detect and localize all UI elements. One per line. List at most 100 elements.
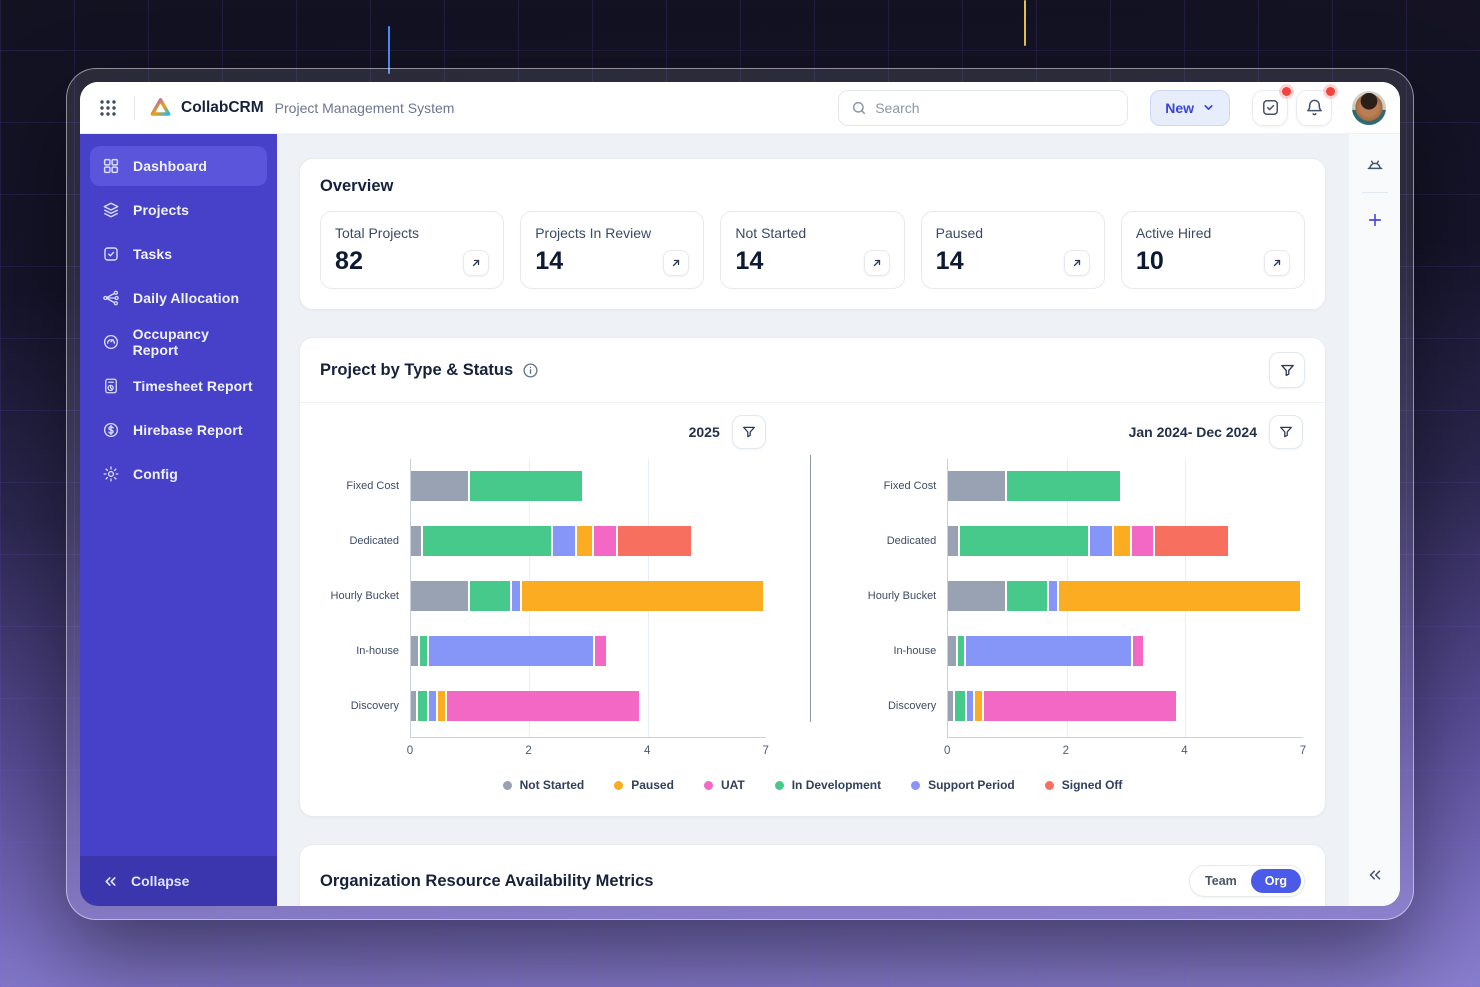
bar-segment-not-started[interactable] <box>948 471 1008 501</box>
chart-2024: Jan 2024- Dec 2024 Fixed Cost Dedicated Hou… <box>811 405 1325 762</box>
legend-dot <box>703 780 713 790</box>
filter-button[interactable] <box>1269 352 1305 388</box>
bar-segment-not-started[interactable] <box>411 581 471 611</box>
sidebar-item-hirebase-report[interactable]: Hirebase Report <box>90 410 267 450</box>
sidebar-item-config[interactable]: Config <box>90 454 267 494</box>
bar-segment-not-started[interactable] <box>411 471 471 501</box>
info-icon[interactable] <box>522 362 539 379</box>
stat-value: 14 <box>735 247 764 275</box>
stat-open-button[interactable] <box>1063 250 1090 276</box>
legend-item-not-started[interactable]: Not Started <box>502 778 584 792</box>
tasks-notification-button[interactable] <box>1252 86 1291 126</box>
bar-segment-in-development[interactable] <box>422 526 553 556</box>
bar-segment-in-development[interactable] <box>420 636 429 666</box>
bar-segment-paused[interactable] <box>1113 526 1132 556</box>
sidebar-item-dashboard[interactable]: Dashboard <box>90 146 267 186</box>
timesheet-icon <box>101 376 121 396</box>
stat-open-button[interactable] <box>863 250 890 276</box>
bar-segment-paused[interactable] <box>437 691 448 721</box>
bar-segment-not-started[interactable] <box>411 691 419 721</box>
alerts-button[interactable] <box>1296 86 1335 126</box>
bar-segment-paused[interactable] <box>522 581 763 611</box>
new-button[interactable]: New <box>1150 89 1230 126</box>
bar-segment-not-started[interactable] <box>411 526 423 556</box>
toggle-option-org[interactable]: Org <box>1250 869 1301 893</box>
legend-item-support-period[interactable]: Support Period <box>911 778 1015 792</box>
sidebar-item-projects[interactable]: Projects <box>90 190 267 230</box>
bar-segment-paused[interactable] <box>576 526 595 556</box>
bar-segment-uat[interactable] <box>447 691 640 721</box>
bar-segment-signed-off[interactable] <box>617 526 691 556</box>
sidebar-collapse-button[interactable]: Collapse <box>80 856 277 906</box>
user-avatar[interactable] <box>1352 90 1386 125</box>
rail-collapse-button[interactable] <box>1358 858 1392 892</box>
bar-segment-in-development[interactable] <box>1007 581 1049 611</box>
apps-grid-button[interactable] <box>90 90 126 126</box>
category-label: Discovery <box>887 700 937 712</box>
bar-segment-in-development[interactable] <box>957 636 966 666</box>
bar-segment-not-started[interactable] <box>948 636 958 666</box>
stat-open-button[interactable] <box>1264 250 1291 276</box>
bar-segment-support-period[interactable] <box>511 581 523 611</box>
bar-segment-paused[interactable] <box>1059 581 1301 611</box>
chart-filter-button[interactable] <box>731 415 766 449</box>
bar-row-in-house: In-house <box>356 636 766 666</box>
bar-segment-support-period[interactable] <box>428 636 596 666</box>
sidebar-item-tasks[interactable]: Tasks <box>90 234 267 274</box>
bar-row-hourly-bucket: Hourly Bucket <box>868 581 1303 611</box>
chart-filter-button[interactable] <box>1269 415 1303 449</box>
stat-value: 14 <box>935 247 964 275</box>
bar-segment-in-development[interactable] <box>1007 471 1120 501</box>
bar-segment-not-started[interactable] <box>411 636 421 666</box>
bar-segment-not-started[interactable] <box>948 581 1008 611</box>
sidebar-item-label: Dashboard <box>133 158 208 174</box>
bar-segment-not-started[interactable] <box>948 691 956 721</box>
sidebar-item-timesheet-report[interactable]: Timesheet Report <box>90 366 267 406</box>
toggle-option-team[interactable]: Team <box>1205 874 1237 888</box>
x-axis-ticks: 0 2 4 7 <box>407 738 769 762</box>
bar-segment-in-development[interactable] <box>418 691 430 721</box>
legend-item-in-development[interactable]: In Development <box>774 778 881 792</box>
bar-segment-in-development[interactable] <box>955 691 967 721</box>
add-widget-button[interactable] <box>1358 203 1392 237</box>
sidebar-item-occupancy-report[interactable]: Occupancy Report <box>90 322 267 362</box>
bar-segment-support-period[interactable] <box>1048 581 1060 611</box>
bar-segment-uat[interactable] <box>1131 526 1156 556</box>
search-input[interactable] <box>875 99 1116 116</box>
bar-segment-in-development[interactable] <box>470 471 583 501</box>
arrow-up-right-icon <box>473 259 480 267</box>
bar-segment-in-development[interactable] <box>470 581 512 611</box>
bar-segment-support-period[interactable] <box>552 526 577 556</box>
legend-item-signed-off[interactable]: Signed Off <box>1044 778 1122 792</box>
search-box[interactable] <box>838 89 1129 126</box>
search-icon <box>853 101 866 114</box>
bar-segment-support-period[interactable] <box>1090 526 1114 556</box>
legend-item-paused[interactable]: Paused <box>614 778 674 792</box>
legend-dot <box>614 780 624 790</box>
bar-segment-signed-off[interactable] <box>1155 526 1229 556</box>
config-icon <box>101 464 121 484</box>
sidebar-item-daily-allocation[interactable]: Daily Allocation <box>90 278 267 318</box>
sunrise-widget-button[interactable] <box>1358 148 1392 182</box>
sidebar-item-label: Hirebase Report <box>133 422 243 438</box>
bar-segment-uat[interactable] <box>594 526 618 556</box>
bar-segment-support-period[interactable] <box>429 691 438 721</box>
org-metrics-panel: Organization Resource Availability Metri… <box>299 844 1326 906</box>
category-label: Fixed Cost <box>346 480 399 492</box>
bar-segment-uat[interactable] <box>1132 636 1144 666</box>
bar-segment-uat[interactable] <box>984 691 1177 721</box>
legend-dot <box>1044 780 1054 790</box>
hirebase-icon <box>101 420 121 440</box>
bar-segment-support-period[interactable] <box>965 636 1133 666</box>
bar-segment-in-development[interactable] <box>960 526 1091 556</box>
bar-segment-support-period[interactable] <box>966 691 975 721</box>
legend-item-uat[interactable]: UAT <box>703 778 745 792</box>
tasks-icon <box>101 244 121 264</box>
x-tick-label: 2 <box>1062 745 1070 757</box>
stat-open-button[interactable] <box>463 250 490 276</box>
stat-open-button[interactable] <box>663 250 690 276</box>
bar-segment-uat[interactable] <box>595 636 607 666</box>
arrow-up-right-icon <box>673 259 680 267</box>
bar-segment-paused[interactable] <box>974 691 985 721</box>
bar-segment-not-started[interactable] <box>948 526 961 556</box>
